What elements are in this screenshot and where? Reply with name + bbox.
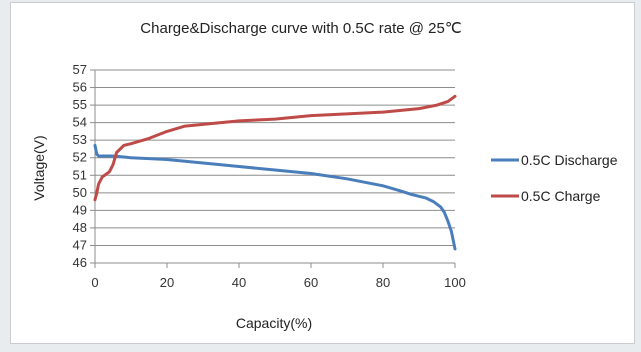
y-tick-label: 49 [73,202,87,217]
x-tick-label: 20 [160,275,174,290]
series-line-charge [93,94,457,202]
y-tick-label: 57 [73,62,87,77]
x-tick-label: 80 [376,275,390,290]
series-lines [93,94,457,251]
x-axis-title: Capacity(%) [236,315,312,331]
y-axis-title: Voltage(V) [31,135,47,200]
legend-label-discharge: 0.5C Discharge [521,152,618,168]
y-tick-label: 46 [73,255,87,270]
chart-title: Charge&Discharge curve with 0.5C rate @ … [140,20,461,37]
charge-discharge-chart: Charge&Discharge curve with 0.5C rate @ … [31,20,618,331]
axes [94,70,455,264]
chart-frame: Charge&Discharge curve with 0.5C rate @ … [10,2,635,344]
series-line-discharge [93,143,457,251]
y-tick-label: 50 [73,185,87,200]
y-tick-label: 51 [73,167,87,182]
x-tick-label: 100 [444,275,466,290]
x-axis-ticks: 0 20 40 60 80 100 [91,263,466,290]
y-tick-label: 52 [73,150,87,165]
y-tick-label: 48 [73,220,87,235]
y-tick-label: 53 [73,132,87,147]
y-tick-label: 47 [73,237,87,252]
y-axis-ticks: 46 47 48 49 50 51 52 53 54 55 56 57 [73,62,95,270]
y-tick-label: 56 [73,80,87,95]
x-tick-label: 40 [232,275,246,290]
x-tick-label: 60 [304,275,318,290]
legend-label-charge: 0.5C Charge [521,188,601,204]
y-tick-label: 54 [73,115,87,130]
legend: 0.5C Discharge 0.5C Charge [491,152,618,204]
y-tick-label: 55 [73,97,87,112]
x-tick-label: 0 [91,275,98,290]
